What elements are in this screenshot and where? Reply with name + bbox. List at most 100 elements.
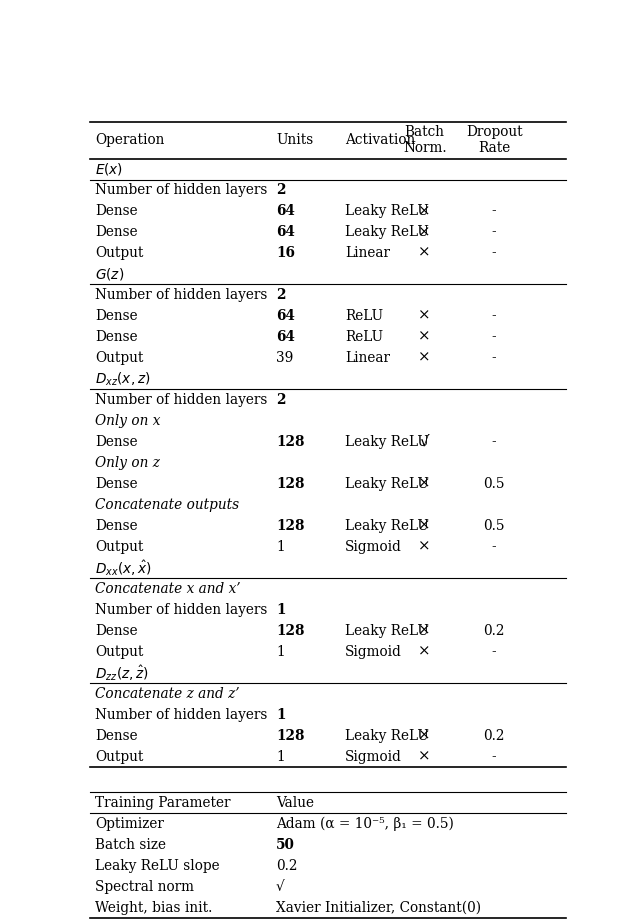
Text: Training Parameter: Training Parameter xyxy=(95,796,230,810)
Text: -: - xyxy=(492,749,497,764)
Text: ×: × xyxy=(419,540,431,553)
Text: Dense: Dense xyxy=(95,330,138,344)
Text: ×: × xyxy=(419,645,431,659)
Text: Linear: Linear xyxy=(346,246,390,260)
Text: Sigmoid: Sigmoid xyxy=(346,540,402,553)
Text: 64: 64 xyxy=(276,309,295,323)
Text: Sigmoid: Sigmoid xyxy=(346,749,402,764)
Text: Units: Units xyxy=(276,133,313,147)
Text: Number of hidden layers: Number of hidden layers xyxy=(95,708,268,722)
Text: Leaky ReLU: Leaky ReLU xyxy=(346,435,429,449)
Text: Dense: Dense xyxy=(95,729,138,743)
Text: Linear: Linear xyxy=(346,351,390,365)
Text: 1: 1 xyxy=(276,645,285,659)
Text: Leaky ReLU: Leaky ReLU xyxy=(346,729,429,743)
Text: ×: × xyxy=(419,749,431,764)
Text: -: - xyxy=(492,246,497,260)
Text: -: - xyxy=(492,225,497,239)
Text: 2: 2 xyxy=(276,393,285,407)
Text: -: - xyxy=(492,309,497,323)
Text: ×: × xyxy=(419,624,431,638)
Text: Batch size: Batch size xyxy=(95,838,166,852)
Text: $\mathbf{\mathit{G}}(\mathbf{\mathit{z}})$: $\mathbf{\mathit{G}}(\mathbf{\mathit{z}}… xyxy=(95,266,124,282)
Text: 2: 2 xyxy=(276,288,285,302)
Text: Output: Output xyxy=(95,540,143,553)
Text: 128: 128 xyxy=(276,624,305,638)
Text: Leaky ReLU: Leaky ReLU xyxy=(346,624,429,638)
Text: √: √ xyxy=(420,435,429,449)
Text: Batch
Norm.: Batch Norm. xyxy=(403,125,447,155)
Text: Number of hidden layers: Number of hidden layers xyxy=(95,393,268,407)
Text: Concatenate x and x’: Concatenate x and x’ xyxy=(95,582,241,596)
Text: 16: 16 xyxy=(276,246,295,260)
Text: $\mathbf{\mathit{D}}_{\mathbf{\mathit{zz}}}(\mathbf{\mathit{z}}, \hat{\mathbf{\m: $\mathbf{\mathit{D}}_{\mathbf{\mathit{zz… xyxy=(95,663,148,683)
Text: √: √ xyxy=(276,880,285,894)
Text: Leaky ReLU: Leaky ReLU xyxy=(346,519,429,533)
Text: -: - xyxy=(492,351,497,365)
Text: 128: 128 xyxy=(276,477,305,491)
Text: Output: Output xyxy=(95,749,143,764)
Text: 39: 39 xyxy=(276,351,293,365)
Text: Dense: Dense xyxy=(95,435,138,449)
Text: 128: 128 xyxy=(276,519,305,533)
Text: ReLU: ReLU xyxy=(346,309,383,323)
Text: Number of hidden layers: Number of hidden layers xyxy=(95,183,268,197)
Text: 64: 64 xyxy=(276,225,295,239)
Text: Dense: Dense xyxy=(95,225,138,239)
Text: Sigmoid: Sigmoid xyxy=(346,645,402,659)
Text: -: - xyxy=(492,435,497,449)
Text: 1: 1 xyxy=(276,602,285,617)
Text: Adam (α = 10⁻⁵, β₁ = 0.5): Adam (α = 10⁻⁵, β₁ = 0.5) xyxy=(276,817,454,831)
Text: Leaky ReLU: Leaky ReLU xyxy=(346,225,429,239)
Text: -: - xyxy=(492,330,497,344)
Text: 0.2: 0.2 xyxy=(483,624,505,638)
Text: 0.2: 0.2 xyxy=(483,729,505,743)
Text: 0.5: 0.5 xyxy=(483,519,505,533)
Text: ×: × xyxy=(419,351,431,365)
Text: -: - xyxy=(492,645,497,659)
Text: Weight, bias init.: Weight, bias init. xyxy=(95,901,212,915)
Text: Output: Output xyxy=(95,351,143,365)
Text: Dense: Dense xyxy=(95,624,138,638)
Text: Value: Value xyxy=(276,796,314,810)
Text: ×: × xyxy=(419,309,431,323)
Text: 0.2: 0.2 xyxy=(276,859,298,873)
Text: $\mathbf{\mathit{E}}(\mathbf{\mathit{x}})$: $\mathbf{\mathit{E}}(\mathbf{\mathit{x}}… xyxy=(95,161,123,177)
Text: ×: × xyxy=(419,246,431,260)
Text: Dense: Dense xyxy=(95,519,138,533)
Text: Output: Output xyxy=(95,246,143,260)
Text: ×: × xyxy=(419,729,431,743)
Text: Dense: Dense xyxy=(95,204,138,218)
Text: ×: × xyxy=(419,477,431,491)
Text: Optimizer: Optimizer xyxy=(95,817,164,831)
Text: 64: 64 xyxy=(276,330,295,344)
Text: Leaky ReLU: Leaky ReLU xyxy=(346,204,429,218)
Text: 1: 1 xyxy=(276,540,285,553)
Text: Number of hidden layers: Number of hidden layers xyxy=(95,602,268,617)
Text: Dense: Dense xyxy=(95,309,138,323)
Text: Activation: Activation xyxy=(346,133,415,147)
Text: 64: 64 xyxy=(276,204,295,218)
Text: Xavier Initializer, Constant(0): Xavier Initializer, Constant(0) xyxy=(276,901,481,915)
Text: Spectral norm: Spectral norm xyxy=(95,880,194,894)
Text: Number of hidden layers: Number of hidden layers xyxy=(95,288,268,302)
Text: Only on x: Only on x xyxy=(95,414,160,428)
Text: $\mathbf{\mathit{D}}_{\mathbf{\mathit{xx}}}(\mathbf{\mathit{x}}, \hat{\mathbf{\m: $\mathbf{\mathit{D}}_{\mathbf{\mathit{xx… xyxy=(95,558,152,578)
Text: Concatenate z and z’: Concatenate z and z’ xyxy=(95,687,239,700)
Text: Output: Output xyxy=(95,645,143,659)
Text: ReLU: ReLU xyxy=(346,330,383,344)
Text: Only on z: Only on z xyxy=(95,456,160,470)
Text: ×: × xyxy=(419,330,431,344)
Text: -: - xyxy=(492,204,497,218)
Text: 128: 128 xyxy=(276,435,305,449)
Text: 50: 50 xyxy=(276,838,295,852)
Text: ×: × xyxy=(419,519,431,533)
Text: 128: 128 xyxy=(276,729,305,743)
Text: -: - xyxy=(492,540,497,553)
Text: Leaky ReLU: Leaky ReLU xyxy=(346,477,429,491)
Text: 2: 2 xyxy=(276,183,285,197)
Text: ×: × xyxy=(419,225,431,239)
Text: 0.5: 0.5 xyxy=(483,477,505,491)
Text: 1: 1 xyxy=(276,708,285,722)
Text: Operation: Operation xyxy=(95,133,164,147)
